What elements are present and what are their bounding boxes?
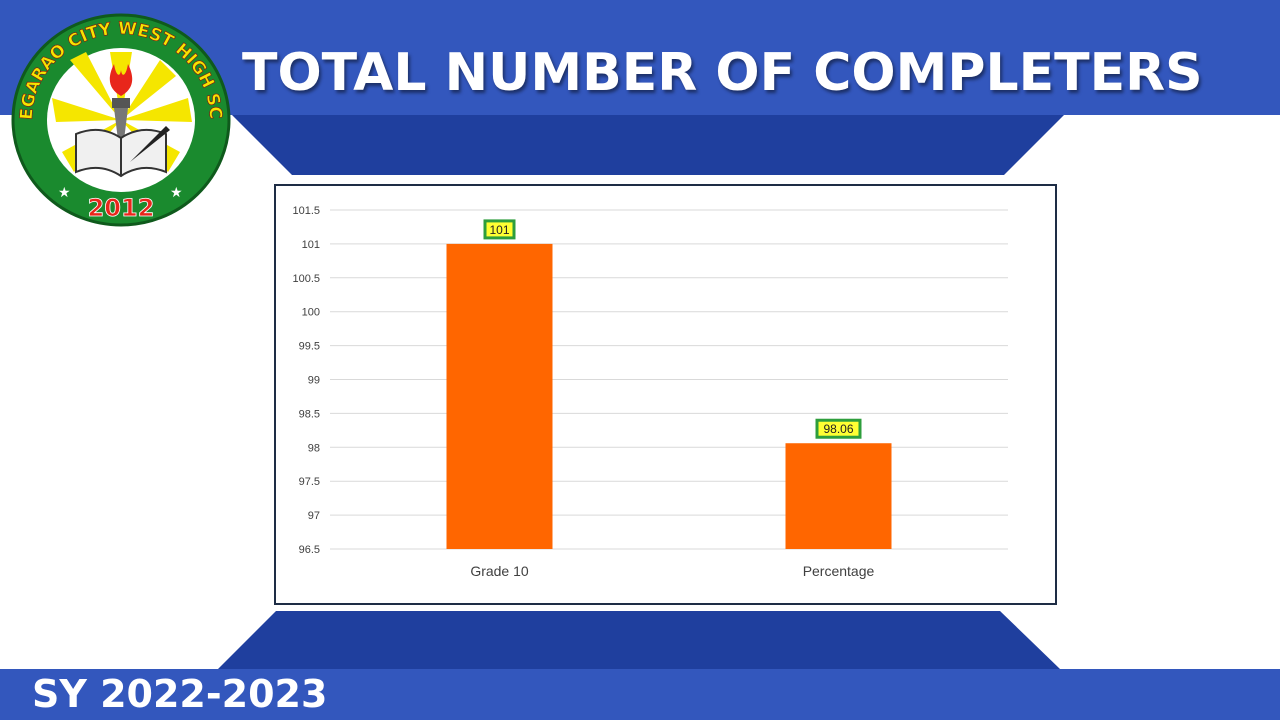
school-year-label: SY 2022-2023 (32, 672, 328, 716)
y-tick-label: 96.5 (299, 544, 320, 556)
footer-band (0, 669, 1280, 720)
top-trapezoid (232, 115, 1064, 175)
page-title: TOTAL NUMBER OF COMPLETERS (242, 43, 1203, 103)
chart-container: 101.5 101 100.5 100 99.5 99 98.5 98 97.5 97 96.5 10… (274, 184, 1057, 605)
y-tick-label: 100 (302, 307, 320, 319)
x-category-label: Percentage (803, 563, 875, 579)
bar (785, 443, 892, 549)
logo-year: 2012 (88, 194, 155, 222)
y-tick-label: 101.5 (292, 205, 320, 217)
data-label-box (815, 418, 862, 439)
y-tick-label: 101 (302, 239, 320, 251)
bar-chart: 101.5 101 100.5 100 99.5 99 98.5 98 97.5 97 96.5 10… (292, 205, 1008, 579)
data-label-box (483, 219, 516, 240)
bar (446, 243, 553, 549)
x-category-label: Grade 10 (470, 563, 529, 579)
data-label: 98.06 (823, 422, 853, 436)
y-tick-label: 99 (308, 375, 320, 387)
logo-star-right-icon: ★ (170, 185, 183, 201)
y-tick-label: 99.5 (299, 341, 320, 353)
logo-star-left-icon: ★ (58, 185, 71, 201)
y-tick-label: 97 (308, 510, 320, 522)
y-tick-label: 98.5 (299, 408, 320, 420)
data-label: 101 (489, 223, 509, 237)
y-tick-label: 98 (308, 442, 320, 454)
school-logo: TUGUEGARAO CITY WEST HIGH SCHOOL ★ ★ 201… (10, 12, 231, 227)
y-tick-label: 97.5 (299, 476, 320, 488)
torch-and-book-icon (75, 64, 170, 178)
bottom-trapezoid (218, 611, 1060, 669)
y-tick-label: 100.5 (292, 273, 320, 285)
